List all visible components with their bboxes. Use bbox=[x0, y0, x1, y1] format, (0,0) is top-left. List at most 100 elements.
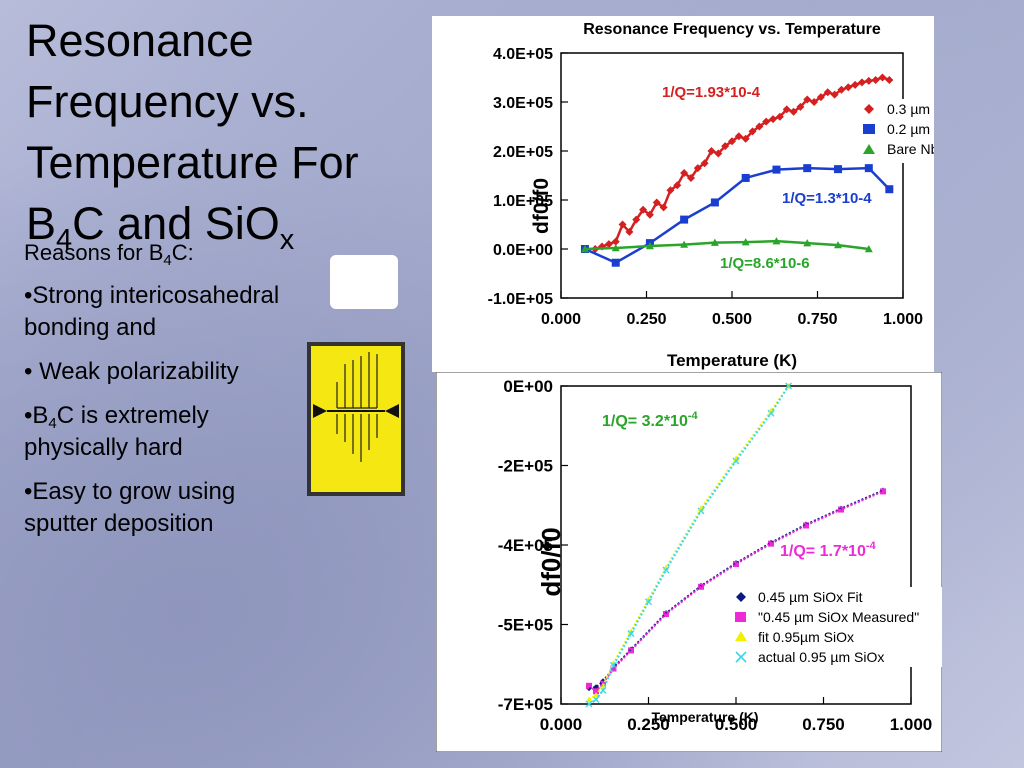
series-0-point bbox=[775, 112, 784, 121]
hardness-subscript: 4 bbox=[48, 415, 57, 432]
hardness-text-1: •B bbox=[24, 402, 49, 429]
series-1-point bbox=[611, 258, 620, 267]
legend-b4c-02-marker bbox=[863, 124, 875, 134]
bullet-item-polarizability: • Weak polarizability bbox=[24, 358, 239, 385]
series-0-point bbox=[796, 102, 805, 111]
series-0-point bbox=[666, 186, 675, 195]
series-1-point bbox=[834, 165, 843, 174]
series-0-point bbox=[625, 227, 634, 236]
chart-siox-annotation-magenta: 1/Q= 1.7*10-4 bbox=[780, 540, 877, 560]
series-0-point bbox=[707, 147, 716, 155]
series-0-point bbox=[803, 95, 812, 104]
x-tick-label: 0.500 bbox=[715, 715, 758, 734]
series-1-point bbox=[733, 561, 739, 568]
legend-siox045-meas-marker bbox=[735, 612, 746, 622]
y-tick-label: 2.0E+05 bbox=[493, 144, 553, 161]
chart-b4c-annotation-red: 1/Q=1.93*10-4 bbox=[662, 84, 761, 101]
series-1-point bbox=[803, 522, 809, 529]
x-tick-label: 0.250 bbox=[627, 715, 670, 734]
legend-siox095-fit-marker bbox=[735, 631, 747, 641]
chart-siox-legend: 0.45 µm SiOx Fit "0.45 µm SiOx Measured"… bbox=[726, 587, 990, 667]
series-1-point bbox=[768, 540, 774, 547]
chart-b4c-title: Resonance Frequency vs. Temperature bbox=[583, 21, 881, 38]
x-tick-label: 0.750 bbox=[797, 311, 837, 328]
resonator-device-image bbox=[307, 342, 405, 496]
y-tick-label: 0.0E+00 bbox=[493, 242, 553, 259]
series-0-point bbox=[755, 122, 764, 131]
slide-title: Resonance Frequency vs. Temperature For … bbox=[26, 10, 426, 256]
hardness-text-2: C is extremely physically hard bbox=[24, 402, 209, 461]
chart-siox-annotation-green: 1/Q= 3.2*10-4 bbox=[602, 410, 699, 430]
legend-siox095-actual-label: actual 0.95 µm SiOx bbox=[758, 649, 884, 665]
legend-nb-marker bbox=[863, 144, 875, 154]
legend-b4c-02-label: 0.2 µm B4C bbox=[887, 121, 934, 137]
series-0-point bbox=[837, 85, 846, 94]
series-0-point bbox=[851, 80, 860, 89]
series-0-point bbox=[816, 93, 825, 102]
series-2-point bbox=[710, 238, 719, 246]
x-tick-label: 1.000 bbox=[890, 715, 933, 734]
series-0-point bbox=[700, 159, 709, 168]
x-tick-label: 1.000 bbox=[883, 311, 923, 328]
series-1-point bbox=[803, 164, 812, 173]
series-0-trace bbox=[588, 489, 884, 690]
chart-siox-ylabel: df0/f0 bbox=[536, 527, 566, 596]
series-0-point bbox=[652, 198, 661, 207]
series-0-point bbox=[871, 75, 880, 84]
series-0-point bbox=[693, 164, 702, 173]
series-0-point bbox=[810, 98, 819, 106]
chart-b4c: 4.0E+05 3.0E+05 2.0E+05 1.0E+05 0.0E+00 -1.0E… bbox=[432, 16, 961, 372]
bullet-item-sputter: •Easy to grow using sputter deposition bbox=[24, 478, 236, 537]
series-2-line bbox=[584, 239, 869, 251]
series-1-point bbox=[880, 488, 886, 495]
heading-subscript: 4 bbox=[163, 252, 172, 269]
legend-siox095-actual-marker bbox=[735, 651, 747, 663]
series-2-point bbox=[864, 245, 873, 253]
legend-siox045-fit-marker bbox=[736, 592, 746, 602]
series-0-point bbox=[782, 105, 791, 114]
chart-b4c-legend: 0.3 µm B4C 0.2 µm B4C Bare Nb bbox=[848, 99, 961, 163]
x-tick-label: 0.250 bbox=[626, 311, 666, 328]
series-0-point bbox=[734, 132, 743, 141]
series-0-point bbox=[830, 90, 839, 99]
series-1-point bbox=[864, 164, 873, 173]
series-1-point bbox=[680, 215, 689, 224]
title-subscript-x: x bbox=[279, 224, 295, 256]
series-0-point bbox=[680, 169, 689, 178]
series-0-point bbox=[673, 181, 682, 190]
series-2-point bbox=[834, 241, 843, 249]
chart-siox: 0E+00 -2E+05 -4E+05 -5E+05 -7E+05 0.000 0.250 0… bbox=[435, 371, 990, 753]
series-0-point bbox=[632, 215, 641, 224]
chart-b4c-ylabel: df0/f0 bbox=[530, 178, 553, 234]
x-tick-label: 0.500 bbox=[712, 311, 752, 328]
bullet-list: Reasons for B4C: •Strong interico­sahedr… bbox=[24, 240, 294, 552]
y-tick-label: -7E+05 bbox=[498, 695, 553, 714]
series-1-point bbox=[710, 198, 719, 207]
bullet-heading: Reasons for B4C: bbox=[24, 240, 294, 269]
series-0-point bbox=[864, 76, 873, 85]
series-0-point bbox=[686, 173, 695, 182]
y-tick-label: -4E+05 bbox=[498, 536, 553, 555]
series-0-point bbox=[741, 134, 750, 143]
bullet-item-hardness: •B4C is extremely physically hard bbox=[24, 400, 294, 464]
heading-text-2: C: bbox=[171, 240, 194, 265]
series-0-point bbox=[823, 88, 832, 97]
legend-b4c-03-label: 0.3 µm B4C bbox=[887, 101, 934, 117]
series-0-point bbox=[618, 220, 627, 229]
series-0-point bbox=[639, 205, 648, 214]
title-text-2: C and SiO bbox=[72, 198, 280, 249]
series-0-point bbox=[769, 115, 778, 124]
blank-placeholder-box bbox=[330, 255, 398, 309]
series-2-point bbox=[611, 244, 620, 252]
x-tick-label: 0.000 bbox=[541, 311, 581, 328]
y-tick-label: -2E+05 bbox=[498, 457, 553, 476]
series-0-point bbox=[611, 237, 620, 246]
y-tick-label: 3.0E+05 bbox=[493, 95, 553, 112]
series-2-trace bbox=[588, 385, 790, 701]
heading-text-1: Reasons for B bbox=[24, 240, 164, 265]
series-2-point bbox=[580, 245, 589, 253]
chart-siox-xlabel: Temperature (K) bbox=[651, 709, 758, 725]
chart-b4c-xlabel: Temperature (K) bbox=[667, 351, 797, 370]
series-1-trace bbox=[588, 490, 884, 693]
chart-b4c-legend-box bbox=[848, 99, 934, 163]
